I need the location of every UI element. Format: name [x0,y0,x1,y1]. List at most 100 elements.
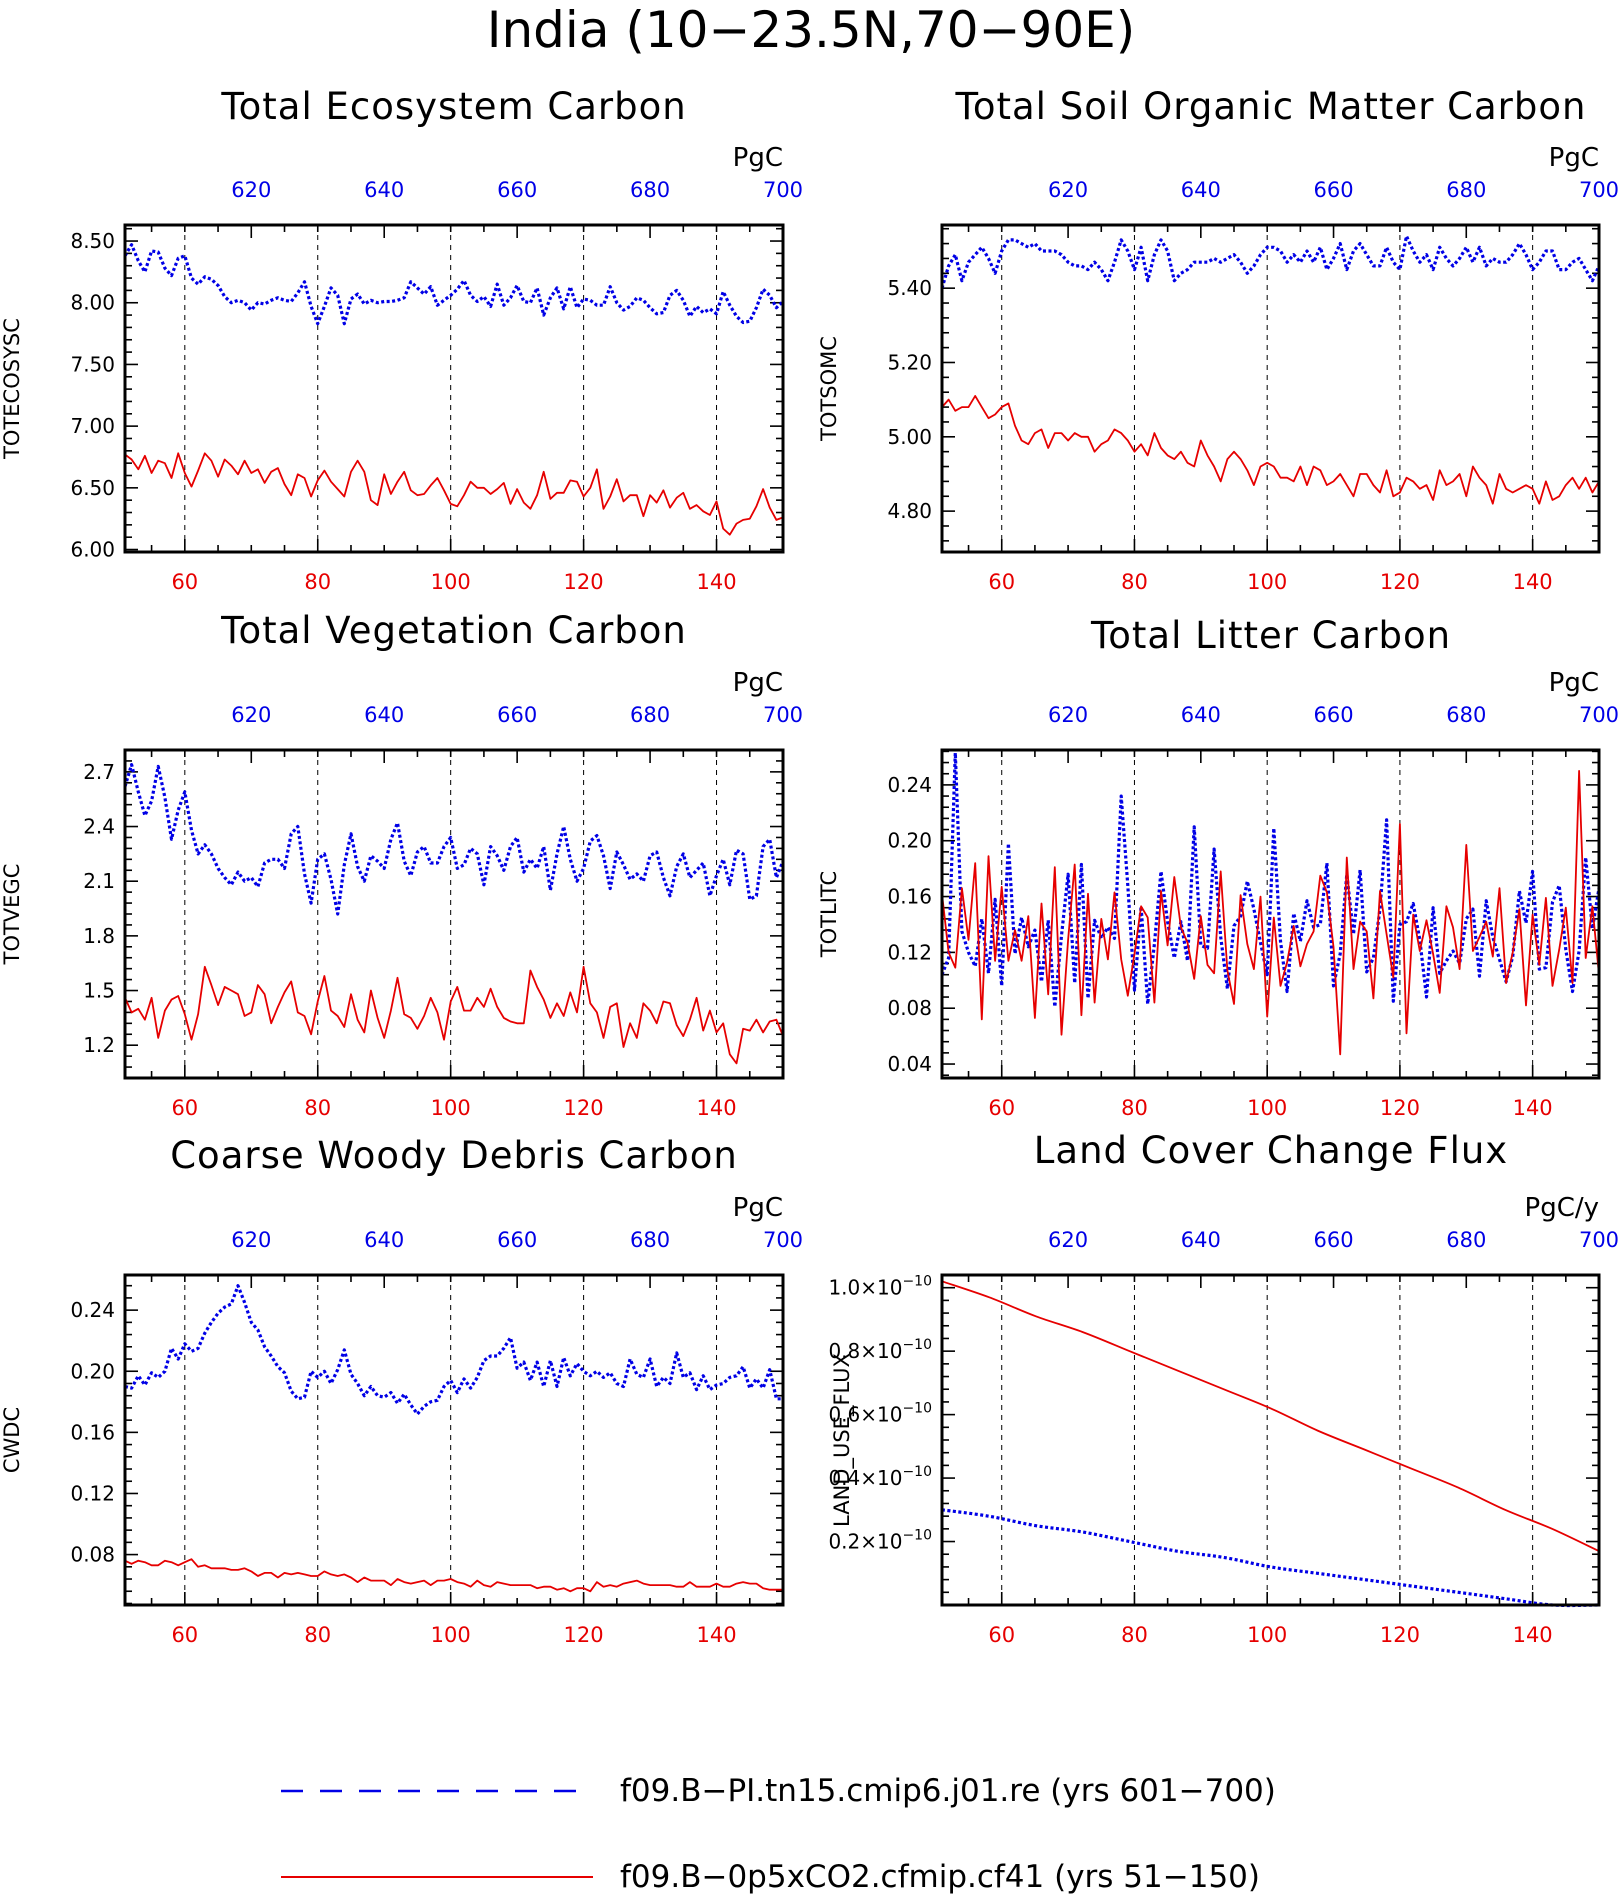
y-tick-label: 6.00 [70,538,115,562]
x-top-tick-label: 700 [1579,178,1619,202]
x-bottom-tick-label: 60 [171,1096,198,1120]
x-bottom-tick-label: 120 [564,570,604,594]
x-top-tick-label: 700 [763,178,803,202]
panel-5: Coarse Woody Debris Carbon PgC CWDC 60 80 100… [0,1134,803,1647]
series-line-solid [124,452,784,536]
unit-label: PgC [733,143,783,173]
y-tick-label: 2.7 [83,760,115,784]
x-top-tick-label: 640 [1181,703,1221,727]
plot-frame [123,1273,785,1607]
y-tick-label: 0.08 [887,996,932,1020]
unit-label: PgC [1549,668,1599,698]
y-tick-label: 5.40 [887,276,932,300]
panel-6: Land Cover Change Flux PgC/y LAND_USE_FLUX… [828,1129,1619,1647]
y-tick-label: 1.0×10−10 [828,1274,932,1300]
y-axis-label: LAND_USE_FLUX [830,1353,855,1527]
x-top-tick-label: 620 [1048,178,1088,202]
figure-title: India (10−23.5N,70−90E) [487,1,1136,59]
panel-title: Total Litter Carbon [1090,614,1451,657]
panel-4: Total Litter Carbon PgC TOTLITC 60 80 100 120 1… [817,614,1619,1120]
x-bottom-tick-label: 60 [171,1623,198,1647]
x-bottom-tick-label: 80 [1121,570,1148,594]
unit-label: PgC [733,668,783,698]
y-tick-label: 1.8 [83,924,115,948]
x-top-tick-label: 640 [1181,178,1221,202]
x-bottom-tick-label: 100 [1247,570,1287,594]
series-line-dotted [123,243,785,326]
x-bottom-tick-label: 100 [1247,1623,1287,1647]
x-bottom-tick-label: 140 [1513,1096,1553,1120]
series-line-dotted [941,1508,1600,1608]
x-top-tick-label: 700 [763,703,803,727]
panel-2: Total Soil Organic Matter Carbon PgC TOTSO… [817,85,1619,594]
x-bottom-tick-label: 60 [988,1096,1015,1120]
y-tick-label: 0.16 [887,885,932,909]
y-tick-label: 4.80 [887,499,932,523]
series-line-dotted [124,1284,783,1416]
x-top-tick-label: 660 [1313,1228,1353,1252]
x-bottom-tick-label: 80 [304,1096,331,1120]
x-top-tick-label: 660 [1313,178,1353,202]
legend-label-b: f09.B−0p5xCO2.cfmip.cf41 (yrs 51−150) [620,1859,1260,1895]
x-bottom-tick-label: 100 [431,1623,471,1647]
y-tick-label: 0.2×10−10 [828,1528,932,1554]
x-top-tick-label: 620 [231,1228,271,1252]
x-bottom-tick-label: 100 [431,1096,471,1120]
series-line-solid [124,965,784,1065]
x-bottom-tick-label: 120 [1380,1623,1420,1647]
y-tick-label: 0.4×10−10 [828,1464,932,1490]
x-top-tick-label: 700 [1579,703,1619,727]
y-tick-label: 0.24 [887,773,932,797]
panel-title: Total Ecosystem Carbon [220,85,686,128]
y-tick-label: 0.24 [70,1298,115,1322]
unit-label: PgC/y [1525,1193,1599,1223]
plot-frame [940,748,1601,1080]
y-tick-label: 1.2 [83,1033,115,1057]
y-axis-label: TOTLITC [817,871,841,958]
x-top-tick-label: 640 [1181,1228,1221,1252]
series-line-solid [941,770,1600,1056]
x-bottom-tick-label: 100 [1247,1096,1287,1120]
x-top-tick-label: 680 [1446,1228,1486,1252]
panel-title: Land Cover Change Flux [1034,1129,1508,1172]
x-bottom-tick-label: 140 [696,1623,736,1647]
y-tick-label: 0.16 [70,1420,115,1444]
y-tick-label: 0.8×10−10 [828,1337,932,1363]
x-bottom-tick-label: 120 [564,1096,604,1120]
panel-3: Total Vegetation Carbon PgC TOTVEGC 60 80 100… [0,609,803,1120]
panel-title: Coarse Woody Debris Carbon [170,1134,738,1177]
x-bottom-tick-label: 140 [1513,570,1553,594]
x-bottom-tick-label: 120 [564,1623,604,1647]
series-line-solid [941,1280,1600,1552]
x-top-tick-label: 620 [1048,703,1088,727]
x-bottom-tick-label: 80 [1121,1096,1148,1120]
x-bottom-tick-label: 120 [1380,570,1420,594]
x-top-tick-label: 640 [364,703,404,727]
x-bottom-tick-label: 100 [431,570,471,594]
x-top-tick-label: 640 [364,1228,404,1252]
x-top-tick-label: 680 [630,703,670,727]
x-bottom-tick-label: 80 [1121,1623,1148,1647]
y-tick-label: 0.12 [887,940,932,964]
x-top-tick-label: 680 [1446,178,1486,202]
x-top-tick-label: 680 [630,1228,670,1252]
series-line-dotted [940,751,1601,1009]
y-tick-label: 0.20 [70,1359,115,1383]
unit-label: PgC [1549,143,1599,173]
y-tick-label: 0.20 [887,829,932,853]
x-bottom-tick-label: 140 [696,570,736,594]
y-tick-label: 2.4 [83,815,115,839]
series-line-solid [124,1558,783,1593]
y-axis-label: TOTSOMC [817,336,841,442]
plot-frame [940,1273,1601,1607]
series-line-dotted [123,763,785,916]
series-line-solid [941,395,1600,505]
plot-frame [123,223,785,554]
y-tick-label: 8.00 [70,291,115,315]
x-bottom-tick-label: 60 [171,570,198,594]
y-tick-label: 8.50 [70,229,115,253]
unit-label: PgC [733,1193,783,1223]
y-axis-label: CWDC [0,1407,24,1473]
plot-frame [940,223,1601,554]
